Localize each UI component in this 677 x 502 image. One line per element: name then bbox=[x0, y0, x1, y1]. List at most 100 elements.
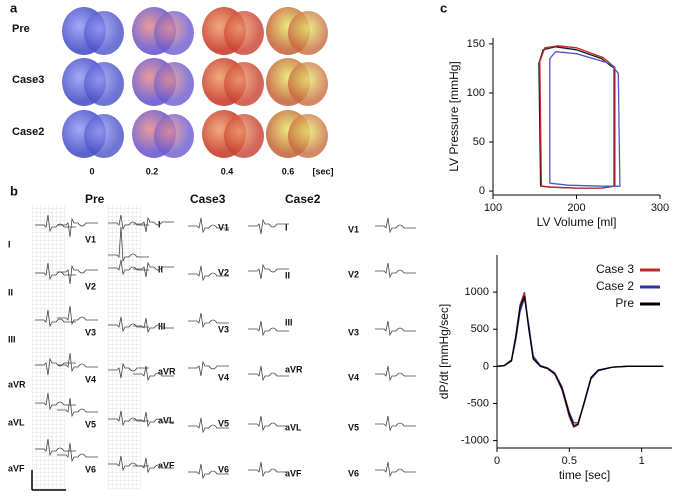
lead-label: V6 bbox=[85, 464, 96, 474]
y-tick-label: 50 bbox=[473, 136, 485, 148]
lead-label: V5 bbox=[218, 418, 229, 428]
panel-label: b bbox=[10, 183, 18, 198]
lead-label: V1 bbox=[348, 224, 359, 234]
time-label: 0.2 bbox=[146, 166, 159, 176]
lead-label: I bbox=[8, 239, 11, 249]
ecg-trace bbox=[57, 305, 98, 326]
ecg-trace bbox=[57, 217, 98, 238]
lead-label: III bbox=[158, 321, 166, 331]
lead-label: V4 bbox=[218, 372, 229, 382]
ecg-trace bbox=[248, 218, 289, 235]
lead-label: aVF bbox=[8, 463, 25, 473]
ecg-trace bbox=[248, 415, 289, 432]
heart-model bbox=[288, 11, 328, 55]
lead-label: aVL bbox=[285, 422, 302, 432]
y-tick-label: 1000 bbox=[465, 286, 489, 298]
legend-label: Pre bbox=[615, 296, 634, 310]
time-label: [sec] bbox=[312, 166, 333, 176]
ecg-trace bbox=[35, 262, 76, 281]
lead-label: V3 bbox=[85, 327, 96, 337]
lead-label: II bbox=[8, 287, 13, 297]
line-series bbox=[496, 295, 664, 427]
ecg-trace bbox=[248, 461, 289, 478]
x-tick-label: 100 bbox=[484, 202, 502, 214]
heart-model bbox=[154, 11, 194, 55]
ecg-trace bbox=[57, 352, 98, 373]
heart-model bbox=[224, 62, 264, 106]
ecg-trace bbox=[57, 397, 98, 418]
time-label: 0 bbox=[89, 166, 94, 176]
ecg-trace bbox=[375, 415, 416, 432]
ecg-trace bbox=[108, 455, 149, 472]
panel-label: c bbox=[440, 0, 447, 15]
heart-model bbox=[84, 11, 124, 55]
y-tick-label: 150 bbox=[467, 38, 485, 50]
ecg-trace bbox=[133, 365, 174, 382]
x-axis-title: time [sec] bbox=[559, 468, 610, 482]
ecg-trace bbox=[57, 442, 98, 463]
lead-label: aVF bbox=[285, 468, 302, 478]
y-tick-label: -500 bbox=[467, 397, 489, 409]
x-tick-label: 300 bbox=[651, 202, 669, 214]
lead-label: III bbox=[285, 317, 293, 327]
lead-label: V1 bbox=[218, 222, 229, 232]
ecg-trace bbox=[35, 309, 76, 328]
lead-label: V5 bbox=[348, 422, 359, 432]
y-axis-title: dP/dt [mmHg/sec] bbox=[437, 304, 451, 399]
lead-label: V1 bbox=[85, 234, 96, 244]
lead-label: aVR bbox=[158, 366, 176, 376]
heart-model bbox=[288, 62, 328, 106]
heart-model bbox=[84, 114, 124, 158]
row-label: Case3 bbox=[12, 74, 44, 86]
heart-model bbox=[288, 114, 328, 158]
lead-label: aVR bbox=[285, 364, 303, 374]
lead-label: V6 bbox=[218, 464, 229, 474]
ecg-trace bbox=[375, 365, 416, 382]
ecg-trace bbox=[188, 417, 229, 434]
ecg-trace bbox=[375, 320, 416, 337]
legend-label: Case 2 bbox=[596, 279, 634, 293]
lead-label: aVF bbox=[158, 460, 175, 470]
lead-label: V3 bbox=[218, 324, 229, 334]
ecg-trace bbox=[375, 217, 416, 234]
ecg-trace bbox=[375, 461, 416, 478]
y-tick-label: 0 bbox=[479, 185, 485, 197]
ecg-trace bbox=[375, 262, 416, 279]
lead-label: III bbox=[8, 334, 16, 344]
lead-label: II bbox=[285, 270, 290, 280]
ecg-trace bbox=[133, 261, 174, 278]
ecg-trace bbox=[35, 438, 76, 457]
column-header: Case3 bbox=[190, 192, 226, 206]
pv-loop bbox=[539, 45, 616, 189]
ecg-trace bbox=[188, 463, 229, 480]
ecg-trace bbox=[188, 265, 229, 282]
y-axis-title: LV Pressure [mmHg] bbox=[447, 61, 461, 171]
ecg-trace bbox=[133, 317, 174, 334]
ecg-trace bbox=[57, 264, 98, 285]
y-tick-label: 100 bbox=[467, 87, 485, 99]
lead-label: V4 bbox=[85, 374, 96, 384]
lead-label: V2 bbox=[218, 267, 229, 277]
line-series bbox=[496, 297, 664, 424]
heart-model bbox=[154, 114, 194, 158]
row-label: Case2 bbox=[12, 126, 44, 138]
row-label: Pre bbox=[12, 23, 30, 35]
ecg-trace bbox=[108, 226, 149, 263]
y-tick-label: 0 bbox=[483, 360, 489, 372]
figure-layer bbox=[31, 205, 141, 491]
ecg-grid bbox=[107, 205, 141, 490]
heart-model bbox=[224, 11, 264, 55]
ecg-trace bbox=[248, 263, 289, 280]
lead-label: aVL bbox=[8, 417, 25, 427]
x-tick-label: 200 bbox=[567, 202, 585, 214]
lead-label: V2 bbox=[85, 281, 96, 291]
x-tick-label: 0.5 bbox=[562, 455, 577, 467]
heart-model bbox=[224, 114, 264, 158]
lead-label: V4 bbox=[348, 372, 359, 382]
lead-label: aVR bbox=[8, 379, 26, 389]
heart-model bbox=[84, 62, 124, 106]
lead-label: V6 bbox=[348, 468, 359, 478]
panel-label: a bbox=[10, 0, 18, 15]
lead-label: V2 bbox=[348, 269, 359, 279]
